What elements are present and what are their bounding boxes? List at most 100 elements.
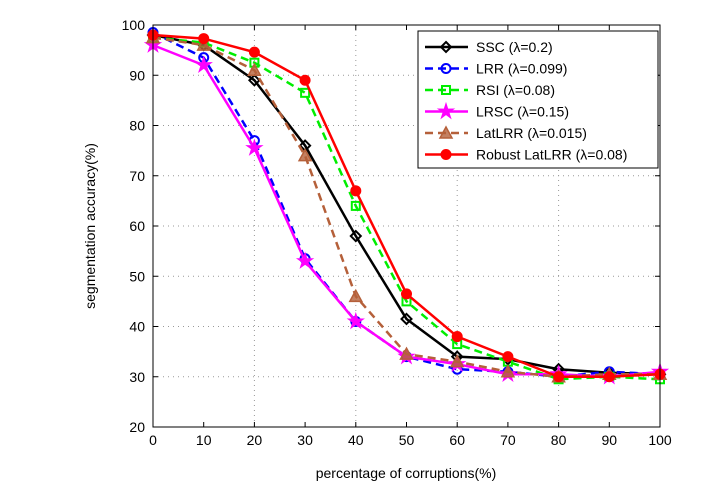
legend: SSC (λ=0.2) LRR (λ=0.099) RSI (λ=0.08) LRSC… — [417, 30, 659, 169]
legend-item: SSC (λ=0.2) — [425, 39, 553, 55]
x-tick-label: 30 — [297, 432, 313, 448]
legend-item: RSI (λ=0.08) — [425, 82, 555, 98]
series-line — [152, 31, 661, 379]
square-marker — [441, 85, 451, 95]
diamond-marker — [400, 312, 413, 326]
marker-triangle — [348, 288, 364, 303]
diamond-marker — [349, 229, 363, 243]
square-marker — [350, 200, 361, 211]
legend-label: LatLRR (λ=0.015) — [476, 125, 587, 141]
star-marker — [295, 251, 315, 269]
marker-square — [441, 85, 451, 95]
legend-label: RSI (λ=0.08) — [476, 82, 555, 98]
marker-dot — [198, 33, 210, 45]
x-tick-label: 10 — [196, 432, 212, 448]
y-tick-label: 70 — [129, 168, 145, 184]
marker-star — [295, 251, 315, 269]
dot-marker — [248, 46, 260, 58]
dot-marker — [553, 371, 565, 383]
y-tick-label: 20 — [129, 419, 145, 435]
dot-marker — [350, 185, 362, 197]
marker-star — [194, 55, 213, 74]
dot-marker — [440, 149, 452, 160]
triangle-marker — [348, 288, 364, 303]
marker-diamond — [247, 73, 261, 87]
series-group — [143, 27, 670, 385]
triangle-marker — [297, 148, 313, 162]
marker-diamond — [439, 40, 453, 54]
marker-dot — [502, 351, 514, 363]
x-axis-label: percentage of corruptions(%) — [316, 465, 497, 481]
triangle-marker — [399, 346, 414, 360]
marker-square — [350, 200, 361, 211]
marker-triangle — [297, 148, 313, 162]
legend-label: Robust LatLRR (λ=0.08) — [476, 147, 627, 163]
y-tick-label: 50 — [129, 268, 145, 284]
marker-triangle — [196, 37, 211, 51]
legend-label: SSC (λ=0.2) — [476, 39, 553, 55]
legend-item: LRR (λ=0.099) — [425, 61, 567, 77]
marker-star — [436, 101, 456, 120]
marker-triangle — [500, 364, 516, 378]
x-tick-label: 80 — [551, 432, 567, 448]
marker-dot — [603, 371, 615, 383]
star-marker — [436, 101, 456, 120]
x-tick-label: 100 — [648, 432, 672, 448]
marker-star — [245, 138, 264, 156]
x-tick-label: 40 — [348, 432, 364, 448]
dot-marker — [401, 288, 412, 300]
y-tick-label: 80 — [129, 118, 145, 134]
marker-dot — [248, 46, 260, 58]
dot-marker — [502, 351, 514, 363]
y-tick-label: 30 — [129, 369, 145, 385]
x-tick-label: 70 — [500, 432, 516, 448]
marker-triangle — [449, 354, 465, 368]
marker-triangle — [247, 62, 262, 76]
series-line — [152, 33, 661, 376]
marker-circle — [440, 63, 452, 74]
y-tick-label: 40 — [129, 319, 145, 335]
ticks: 0 10 20 30 40 50 60 70 80 90 100 20 30 40 50 60 70 80 90 10… — [122, 17, 672, 448]
legend-item: Robust LatLRR (λ=0.08) — [425, 147, 627, 163]
marker-star — [346, 311, 365, 330]
legend-label: LRSC (λ=0.15) — [476, 104, 569, 120]
marker-triangle — [438, 125, 454, 139]
plot-frame — [152, 24, 661, 428]
y-axis-label: segmentation accuracy(%) — [82, 143, 98, 309]
marker-dot — [451, 331, 463, 343]
series-line — [152, 36, 661, 381]
x-tick-label: 20 — [247, 432, 263, 448]
legend-item: LRSC (λ=0.15) — [425, 101, 569, 120]
legend-label: LRR (λ=0.099) — [476, 61, 567, 77]
marker-triangle — [399, 346, 414, 360]
triangle-marker — [500, 364, 516, 378]
marker-dot — [350, 185, 362, 197]
star-marker — [346, 311, 365, 330]
x-tick-label: 60 — [449, 432, 465, 448]
marker-dot — [553, 371, 565, 383]
marker-dot — [299, 74, 311, 86]
dot-marker — [299, 74, 311, 86]
star-marker — [194, 55, 213, 74]
square-marker — [300, 87, 311, 98]
dot-marker — [451, 331, 463, 343]
y-tick-label: 60 — [129, 218, 145, 234]
circle-marker — [440, 63, 452, 74]
x-tick-label: 90 — [602, 432, 618, 448]
y-tick-label: 90 — [129, 67, 145, 83]
legend-item: LatLRR (λ=0.015) — [425, 125, 587, 141]
diamond-marker — [247, 73, 261, 87]
triangle-marker — [438, 125, 454, 139]
dot-marker — [198, 33, 210, 45]
diamond-marker — [439, 40, 453, 54]
x-tick-label: 0 — [149, 432, 157, 448]
triangle-marker — [247, 62, 262, 76]
y-tick-label: 100 — [122, 17, 146, 33]
marker-square — [300, 87, 311, 98]
marker-dot — [401, 288, 412, 300]
star-marker — [245, 138, 264, 156]
dot-marker — [603, 371, 615, 383]
x-tick-label: 50 — [399, 432, 415, 448]
legend-box — [417, 30, 659, 169]
